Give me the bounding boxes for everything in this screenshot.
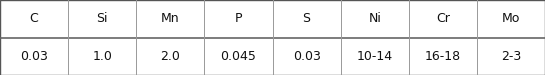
Text: Ni: Ni xyxy=(368,12,381,25)
Text: 0.03: 0.03 xyxy=(20,50,48,63)
Text: 0.03: 0.03 xyxy=(293,50,320,63)
Text: 2.0: 2.0 xyxy=(160,50,180,63)
Text: C: C xyxy=(29,12,39,25)
Text: Mo: Mo xyxy=(502,12,520,25)
Text: Mn: Mn xyxy=(161,12,180,25)
Text: 0.045: 0.045 xyxy=(221,50,256,63)
Text: S: S xyxy=(302,12,311,25)
Text: 1.0: 1.0 xyxy=(92,50,112,63)
Text: Cr: Cr xyxy=(436,12,450,25)
Text: Si: Si xyxy=(96,12,108,25)
Text: 10-14: 10-14 xyxy=(356,50,393,63)
Text: 16-18: 16-18 xyxy=(425,50,461,63)
Text: 2-3: 2-3 xyxy=(501,50,521,63)
Text: P: P xyxy=(235,12,242,25)
